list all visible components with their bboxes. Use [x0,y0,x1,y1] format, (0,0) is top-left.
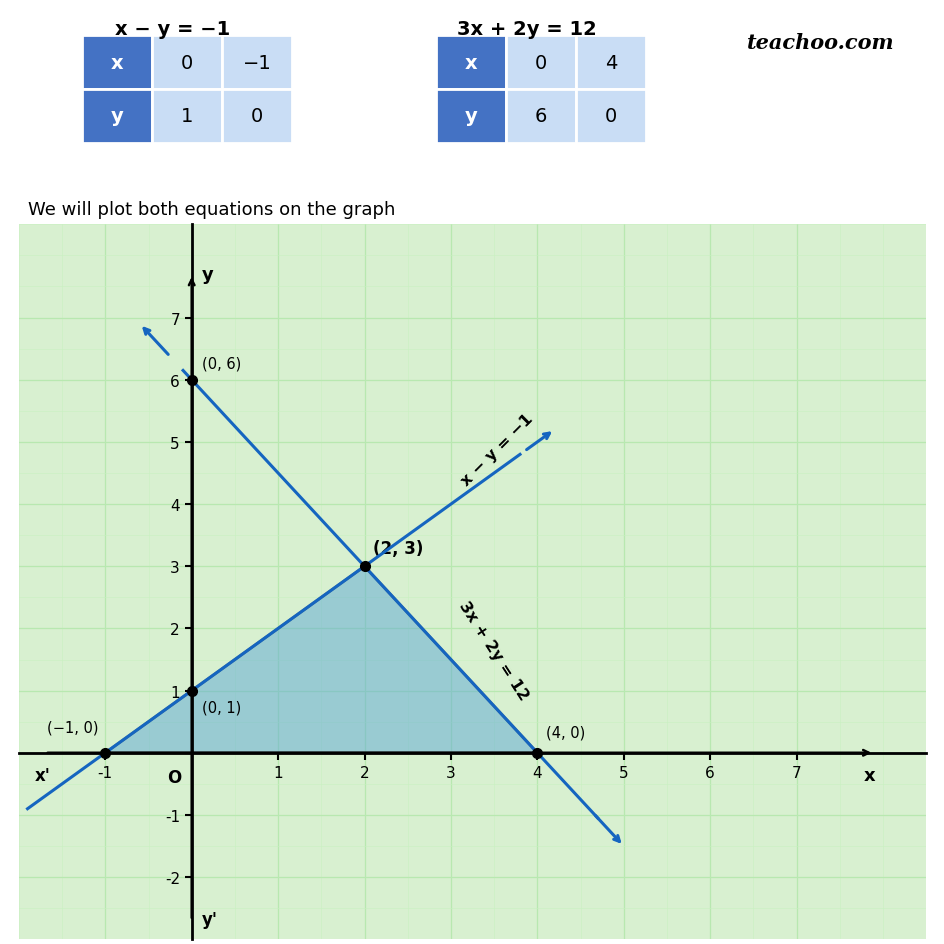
Text: x': x' [35,767,51,784]
FancyBboxPatch shape [575,90,645,143]
Text: teachoo.com: teachoo.com [746,33,893,53]
Text: y': y' [202,910,218,928]
FancyBboxPatch shape [82,90,152,143]
FancyBboxPatch shape [436,37,506,90]
FancyBboxPatch shape [152,90,222,143]
Text: 1: 1 [181,108,194,126]
Text: (−1, 0): (−1, 0) [47,719,98,734]
Text: 4: 4 [604,54,616,73]
Text: x: x [110,54,124,73]
FancyBboxPatch shape [506,90,575,143]
FancyBboxPatch shape [222,90,292,143]
Text: 6: 6 [534,108,547,126]
Text: (0, 6): (0, 6) [202,356,241,371]
Text: −1: −1 [243,54,271,73]
Text: x − y = −1: x − y = −1 [115,20,230,39]
Text: We will plot both equations on the graph: We will plot both equations on the graph [28,200,395,218]
FancyBboxPatch shape [575,37,645,90]
Text: y: y [202,266,213,284]
Text: x: x [863,767,875,784]
Text: (0, 1): (0, 1) [202,700,241,716]
Text: x − y = −1: x − y = −1 [458,411,535,488]
Text: 0: 0 [534,54,547,73]
Text: O: O [167,768,181,786]
Text: y: y [110,108,124,126]
Text: 0: 0 [604,108,616,126]
FancyBboxPatch shape [506,37,575,90]
Text: 3x + 2y = 12: 3x + 2y = 12 [455,598,531,702]
FancyBboxPatch shape [222,37,292,90]
Polygon shape [105,566,537,753]
Text: 3x + 2y = 12: 3x + 2y = 12 [457,20,597,39]
Text: y: y [464,108,477,126]
Text: (2, 3): (2, 3) [373,539,423,557]
FancyBboxPatch shape [82,37,152,90]
FancyBboxPatch shape [152,37,222,90]
Text: x: x [464,54,477,73]
FancyBboxPatch shape [436,90,506,143]
Text: 0: 0 [251,108,262,126]
Text: 0: 0 [181,54,194,73]
Text: (4, 0): (4, 0) [546,724,584,739]
